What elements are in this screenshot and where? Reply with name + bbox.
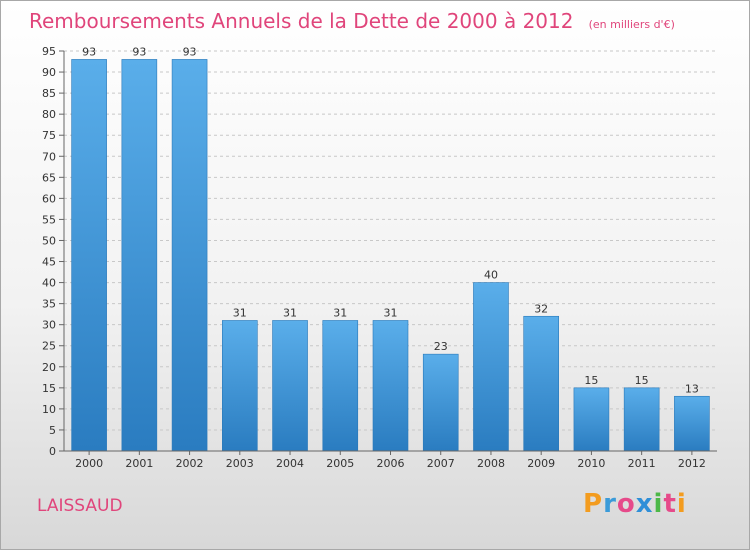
chart-unit-note: (en milliers d'€) [588,18,675,31]
chart-title-main: Remboursements Annuels de la Dette de 20… [29,9,574,33]
bars: 93 93 93 31 31 31 31 23 40 32 15 15 13 [71,45,710,452]
bar-value-label: 40 [484,269,498,282]
bar-value-label: 13 [685,382,699,395]
y-tick-label: 10 [42,403,56,416]
bar [322,320,359,452]
bar [473,282,509,452]
y-tick-label: 45 [42,256,56,269]
x-tick-label: 2002 [176,457,204,470]
y-tick-label: 20 [42,361,56,374]
chart-title: Remboursements Annuels de la Dette de 20… [29,9,675,33]
y-tick-label: 95 [42,45,56,58]
proxiti-logo: Proxiti [583,489,687,519]
y-tick-label: 15 [42,382,56,395]
logo-letter: P [583,489,604,519]
bar-value-label: 93 [82,45,96,58]
bar-value-label: 31 [233,306,247,319]
y-tick-label: 30 [42,319,56,332]
bar [573,387,610,452]
bar [623,387,660,452]
bar-value-label: 31 [283,306,297,319]
x-tick-label: 2001 [125,457,153,470]
x-tick-label: 2010 [577,457,605,470]
logo-letter: o [616,489,636,519]
x-tick-label: 2012 [678,457,706,470]
y-tick-label: 35 [42,298,56,311]
x-tick-label: 2011 [628,457,656,470]
bar [674,395,710,452]
logo-letter: r [603,489,617,519]
y-tick-label: 25 [42,340,56,353]
y-tick-label: 40 [42,277,56,290]
bar [222,320,258,452]
bar [121,59,158,452]
proxiti-logo-text: Proxiti [583,489,687,519]
bar [523,315,559,452]
y-tick-label: 80 [42,108,56,121]
y-tick-label: 75 [42,129,56,142]
x-tick-label: 2004 [276,457,304,470]
x-tick-label: 2003 [226,457,254,470]
x-tick-label: 2008 [477,457,505,470]
bar [272,320,308,452]
bar-value-label: 31 [384,306,398,319]
bar [372,320,409,452]
bar-value-label: 93 [132,45,146,58]
x-tick-label: 2006 [377,457,405,470]
bar-value-label: 31 [333,306,347,319]
bar-value-label: 32 [534,302,548,315]
y-tick-label: 50 [42,234,56,247]
bar-value-label: 93 [183,45,197,58]
x-tick-label: 2005 [326,457,354,470]
commune-name: LAISSAUD [37,496,123,516]
bar [71,59,107,452]
logo-letter: i [676,489,687,519]
y-tick-label: 5 [49,424,56,437]
logo-letter: t [663,489,677,519]
y-tick-label: 70 [42,150,56,163]
axes: 0 5 10 15 20 25 30 35 40 45 50 55 60 65 70 75 80 85 90 95 20… [42,45,717,470]
x-tick-label: 2009 [527,457,555,470]
logo-letter: x [635,489,654,519]
bar-value-label: 23 [434,340,448,353]
bar-value-label: 15 [584,374,598,387]
bar [171,59,208,452]
y-tick-label: 60 [42,192,56,205]
y-tick-label: 55 [42,213,56,226]
y-tick-label: 65 [42,171,56,184]
y-tick-label: 90 [42,66,56,79]
bar [422,353,459,452]
y-tick-label: 85 [42,87,56,100]
bar-value-label: 15 [635,374,649,387]
logo-letter: i [653,489,664,519]
x-tick-label: 2000 [75,457,103,470]
x-tick-label: 2007 [427,457,455,470]
y-tick-label: 0 [49,445,56,458]
